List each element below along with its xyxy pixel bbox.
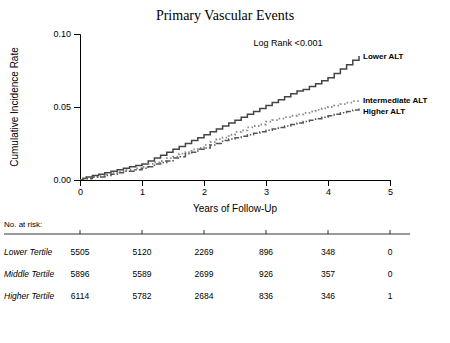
at-risk-separator [4,234,410,235]
at-risk-count: 836 [259,291,273,301]
at-risk-count: 2684 [195,291,214,301]
plot-area [80,56,359,180]
at-risk-row-label: Lower Tertile [4,247,53,257]
at-risk-count: 926 [259,269,273,279]
x-tick-mark [328,180,329,186]
y-axis: 0.00 0.05 0.10 [53,29,80,185]
x-tick-label: 0 [78,187,83,197]
at-risk-tick [204,230,205,234]
at-risk-count: 348 [321,247,335,257]
curve-label: Higher ALT [363,107,405,116]
km-curve [80,100,359,180]
at-risk-count: 6114 [71,291,90,301]
x-tick-label: 2 [202,187,207,197]
at-risk-count: 1 [388,291,393,301]
y-axis-title: Cumulative Incidence Rate [9,47,20,167]
y-tick-mark [74,180,80,181]
at-risk-count: 5589 [133,269,152,279]
y-tick-label: 0.00 [53,175,71,185]
x-tick-mark [142,180,143,186]
y-tick: 0.05 [53,102,80,112]
at-risk-label: No. at risk: [4,220,42,229]
at-risk-count: 5120 [133,247,152,257]
at-risk-count: 2269 [195,247,214,257]
chart: Primary Vascular Events 0 1 2 3 4 5 0.00 0.05 0.1… [0,0,450,343]
y-tick-label: 0.05 [53,102,71,112]
x-tick: 3 [264,180,269,197]
x-tick-label: 4 [326,187,331,197]
at-risk-count: 5896 [71,269,90,279]
x-axis-title: Years of Follow-Up [193,203,278,214]
x-axis: 0 1 2 3 4 5 [78,180,393,197]
curve-label: Intermediate ALT [363,96,428,105]
at-risk-tick [80,230,81,234]
km-curve [80,108,359,180]
y-tick-mark [74,107,80,108]
x-tick-label: 5 [388,187,393,197]
x-tick: 5 [388,180,393,197]
at-risk-count: 896 [259,247,273,257]
at-risk-row-label: Middle Tertile [4,269,55,279]
at-risk-count: 357 [321,269,335,279]
x-tick-label: 3 [264,187,269,197]
x-tick: 2 [202,180,207,197]
at-risk-count: 5505 [71,247,90,257]
title: Primary Vascular Events [156,8,294,23]
y-axis-line [74,35,81,181]
at-risk-count: 0 [388,247,393,257]
y-tick: 0.10 [53,29,80,39]
x-tick: 4 [326,180,331,197]
at-risk-tick [390,230,391,234]
at-risk-tick [328,230,329,234]
y-tick-label: 0.10 [53,29,71,39]
x-tick: 1 [140,180,145,197]
x-tick-label: 1 [140,187,145,197]
at-risk-count: 2699 [195,269,214,279]
curve-label: Lower ALT [363,52,404,61]
x-tick: 0 [78,180,83,197]
at-risk-row-label: Higher Tertile [4,291,55,301]
x-tick-mark [390,180,391,186]
x-tick-mark [266,180,267,186]
at-risk-count: 346 [321,291,335,301]
at-risk-tick [266,230,267,234]
at-risk-count: 0 [388,269,393,279]
at-risk-tick [142,230,143,234]
y-tick: 0.00 [53,175,80,185]
at-risk-count: 5782 [133,291,152,301]
km-curve [80,56,359,180]
x-axis-line [81,181,391,187]
annotation: Log Rank <0.001 [254,38,323,48]
x-tick-mark [204,180,205,186]
y-tick-mark [74,34,80,35]
